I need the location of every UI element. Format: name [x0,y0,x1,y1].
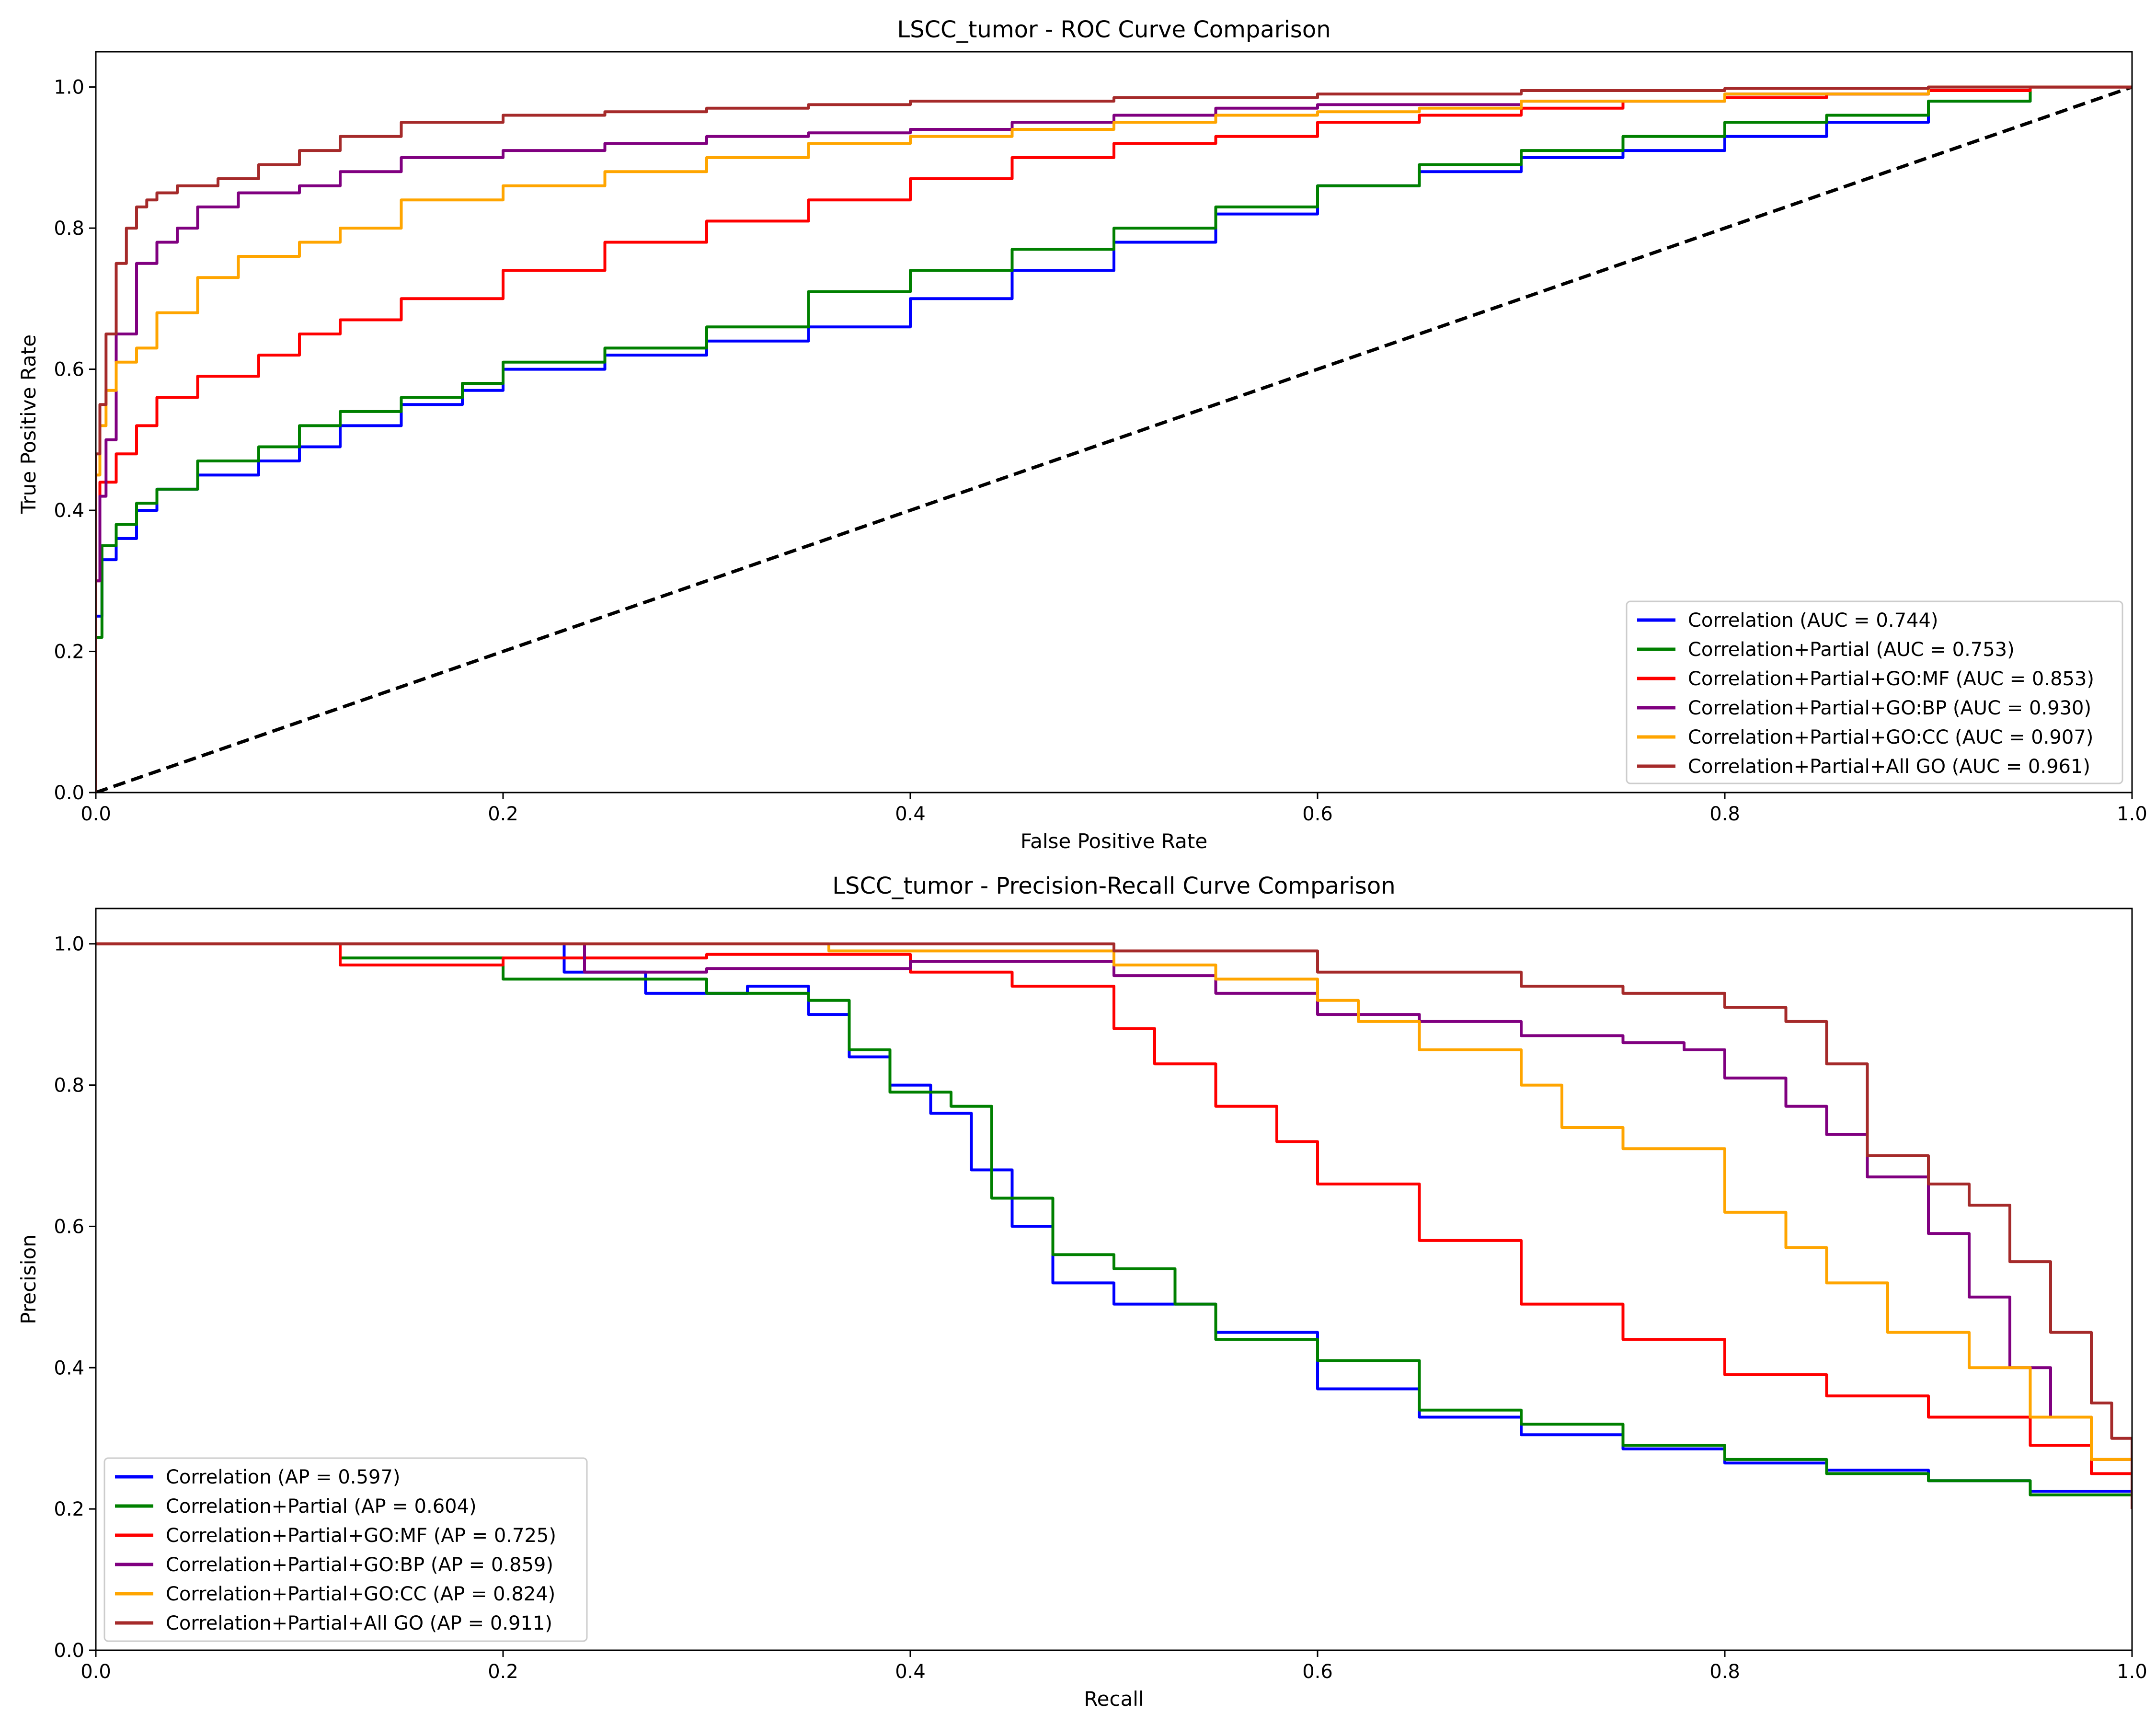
pr-series-line-0 [96,942,2132,1509]
roc-series-line-4 [96,85,2132,793]
roc-x-tick-label: 0.6 [1302,803,1333,825]
roc-x-axis-label: False Positive Rate [1021,829,1207,853]
pr-y-tick-label: 0.6 [54,1216,84,1238]
pr-y-tick-label: 0.0 [54,1640,84,1662]
roc-x-tick-label: 0.4 [895,803,926,825]
pr-x-axis-label: Recall [1084,1687,1144,1711]
pr-series-line-4 [96,942,2132,1509]
pr-x-tick-label: 0.2 [488,1661,518,1683]
pr-y-tick-label: 0.8 [54,1075,84,1097]
pr-y-axis-label: Precision [17,1234,40,1324]
pr-y-tick-label: 0.4 [54,1357,84,1379]
pr-chart-title: LSCC_tumor - Precision-Recall Curve Comp… [832,873,1395,899]
roc-series-line-5 [96,85,2132,793]
pr-x-tick-label: 0.8 [1709,1661,1740,1683]
pr-series-line-2 [96,942,2132,1509]
roc-x-tick-label: 0.2 [488,803,518,825]
roc-series-line-3 [96,85,2132,793]
roc-y-tick-label: 0.0 [54,782,84,804]
pr-legend-label-1: Correlation+Partial (AP = 0.604) [166,1495,477,1518]
roc-y-tick-label: 0.6 [54,359,84,381]
roc-legend-label-5: Correlation+Partial+All GO (AUC = 0.961) [1688,756,2090,778]
pr-x-tick-label: 0.4 [895,1661,926,1683]
roc-y-tick-label: 0.2 [54,641,84,663]
roc-x-tick-label: 1.0 [2117,803,2147,825]
roc-y-axis-label: True Positive Rate [17,334,40,514]
roc-chart: LSCC_tumor - ROC Curve Comparison False … [17,16,2147,853]
pr-legend-label-0: Correlation (AP = 0.597) [166,1466,400,1488]
roc-reference-diagonal [96,85,2132,793]
pr-y-tick-label: 0.2 [54,1498,84,1520]
pr-legend-label-5: Correlation+Partial+All GO (AP = 0.911) [166,1612,552,1634]
pr-chart: LSCC_tumor - Precision-Recall Curve Comp… [17,873,2147,1711]
roc-x-tick-label: 0.0 [80,803,111,825]
roc-legend-box [1626,600,2123,784]
pr-series-line-3 [96,942,2132,1509]
roc-legend-label-3: Correlation+Partial+GO:BP (AUC = 0.930) [1688,697,2091,719]
pr-series-line-1 [96,942,2132,1509]
pr-legend-label-2: Correlation+Partial+GO:MF (AP = 0.725) [166,1525,556,1547]
roc-series-line-1 [96,85,2132,793]
roc-legend-label-4: Correlation+Partial+GO:CC (AUC = 0.907) [1688,726,2093,748]
roc-legend-label-2: Correlation+Partial+GO:MF (AUC = 0.853) [1688,668,2094,690]
pr-legend-label-4: Correlation+Partial+GO:CC (AP = 0.824) [166,1583,555,1605]
roc-y-tick-label: 0.8 [54,218,84,240]
pr-series-line-5 [96,942,2132,1509]
pr-x-tick-label: 0.0 [80,1661,111,1683]
roc-y-tick-label: 0.4 [54,500,84,522]
pr-plot-frame [95,908,2133,1651]
roc-legend-label-0: Correlation (AUC = 0.744) [1688,610,1938,632]
roc-legend-label-1: Correlation+Partial (AUC = 0.753) [1688,639,2015,661]
pr-legend-box [103,1457,588,1642]
roc-y-tick-label: 1.0 [54,77,84,99]
roc-x-tick-label: 0.8 [1709,803,1740,825]
roc-chart-title: LSCC_tumor - ROC Curve Comparison [897,16,1330,43]
pr-x-tick-label: 0.6 [1302,1661,1333,1683]
roc-plot-frame [95,51,2133,794]
pr-x-tick-label: 1.0 [2117,1661,2147,1683]
pr-legend-label-3: Correlation+Partial+GO:BP (AP = 0.859) [166,1554,553,1576]
pr-y-tick-label: 1.0 [54,933,84,955]
